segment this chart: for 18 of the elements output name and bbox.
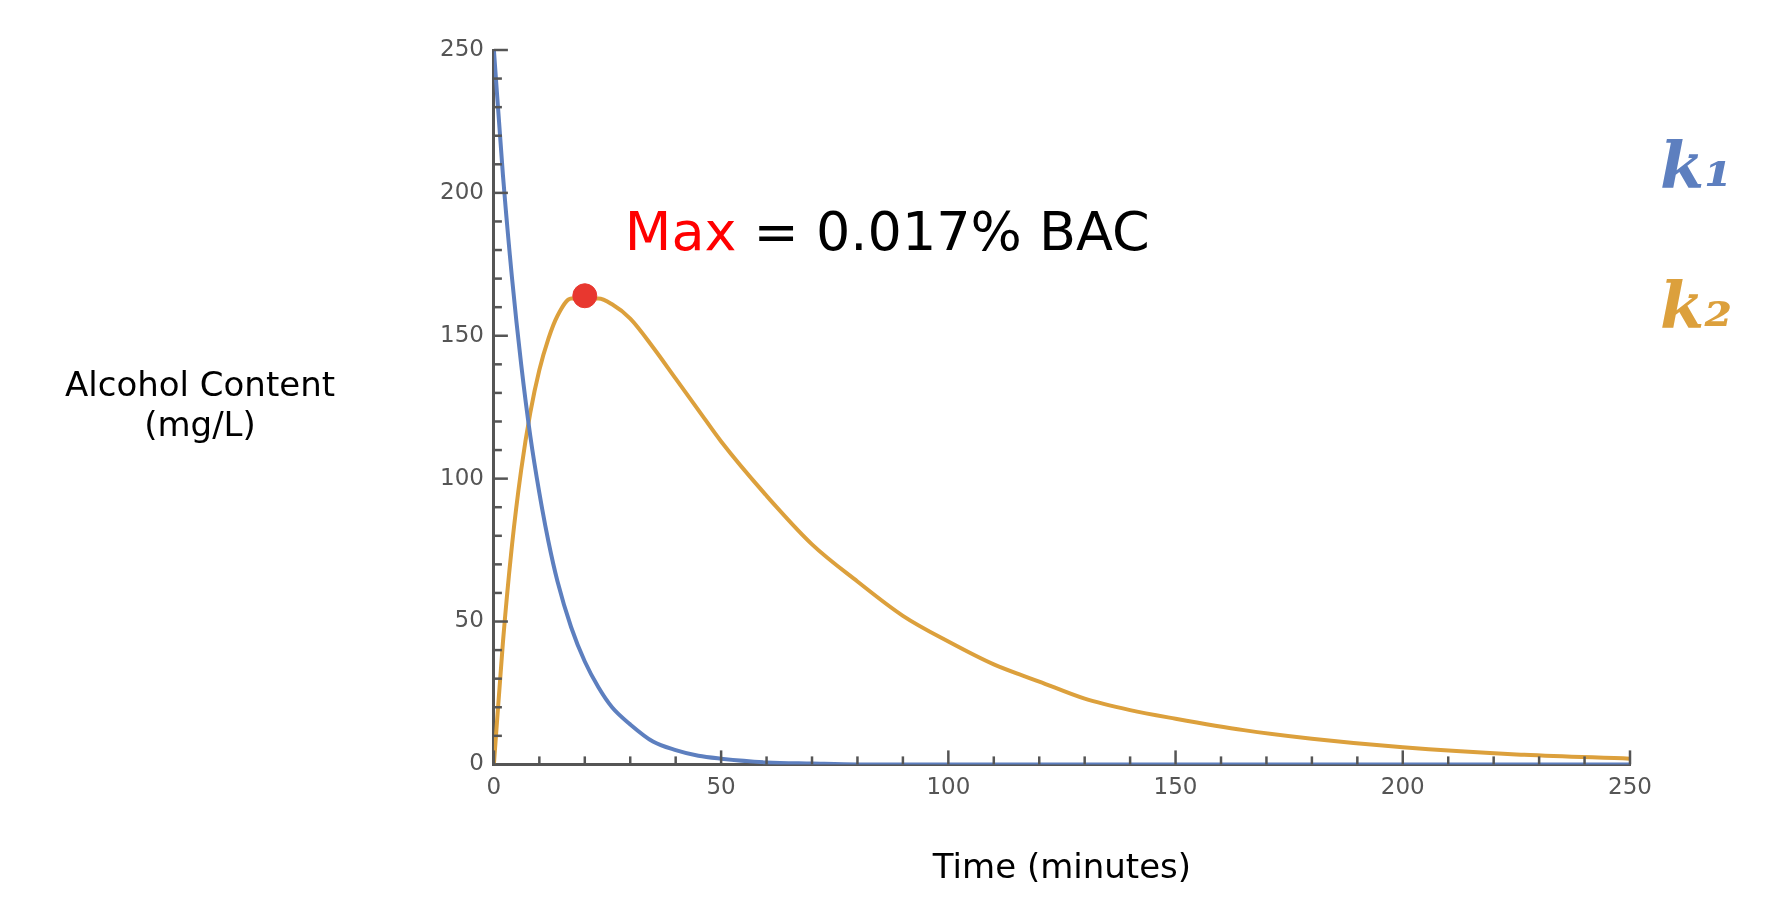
y-tick-label: 0 [469,749,484,776]
x-axis-title: Time (minutes) [931,846,1192,887]
y-tick-label: 150 [439,320,484,347]
line-series [493,50,1630,765]
y-axis-title: Alcohol Content (mg/L) [64,364,336,445]
y-tick-label: 50 [454,606,484,633]
x-tick-label: 200 [1380,773,1425,800]
x-tick-label: 100 [926,773,971,800]
x-tick-label: 50 [706,773,736,800]
y-tick-label: 200 [439,177,484,204]
text: k₂ [1660,266,1733,342]
annotation: Max = 0.017% BAC [624,199,1150,263]
text: k₁ [1660,126,1733,202]
x-tick-label: 0 [486,773,502,800]
y-tick-label: 100 [439,463,484,490]
x-tick-label: 250 [1608,773,1652,800]
y-tick-label: 250 [439,34,484,61]
x-tick-label: 150 [1153,773,1198,800]
